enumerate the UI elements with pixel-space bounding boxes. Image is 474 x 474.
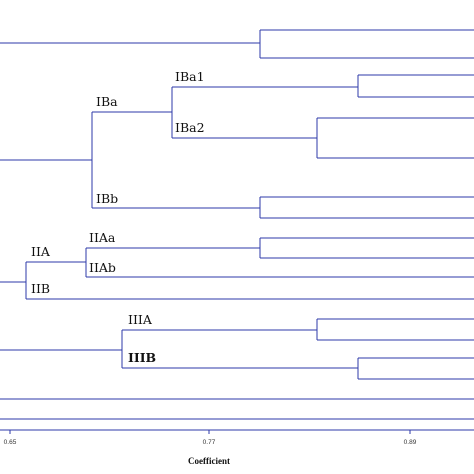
cluster-label-iiib: IIIB bbox=[128, 350, 156, 365]
cluster-label-iba1: IBa1 bbox=[175, 69, 205, 84]
tick-label-0-77: 0.77 bbox=[203, 439, 216, 446]
tick-label-0-89: 0.89 bbox=[404, 439, 417, 446]
cluster-label-iiia: IIIA bbox=[128, 312, 153, 327]
cluster-label-iiaa: IIAa bbox=[89, 230, 116, 245]
cluster-label-iib: IIB bbox=[31, 281, 50, 296]
tick-label-0-65: 0.65 bbox=[4, 439, 17, 446]
x-axis-title: Coefficient bbox=[188, 456, 230, 466]
cluster-label-iba2: IBa2 bbox=[175, 120, 205, 135]
cluster-label-ibb: IBb bbox=[96, 191, 118, 206]
cluster-label-iba: IBa bbox=[96, 94, 118, 109]
cluster-label-iia: IIA bbox=[31, 244, 51, 259]
cluster-iii bbox=[0, 318, 474, 380]
x-axis: 0.65 0.77 0.89 Coefficient bbox=[0, 429, 474, 466]
cluster-ii bbox=[0, 237, 474, 300]
cluster-ib bbox=[0, 74, 474, 219]
bottom-leaves bbox=[0, 398, 474, 420]
cluster-label-iiab: IIAb bbox=[89, 260, 116, 275]
cluster-i-top bbox=[0, 29, 474, 59]
